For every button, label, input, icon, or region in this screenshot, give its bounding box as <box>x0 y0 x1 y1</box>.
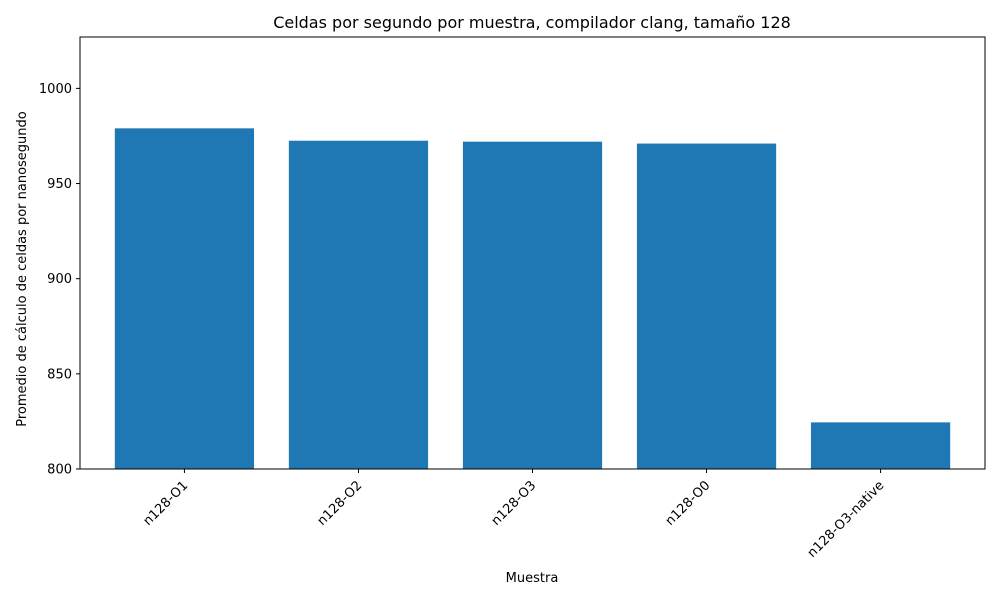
x-tick-label: n128-O1 <box>141 478 192 529</box>
x-axis-label: Muestra <box>506 571 559 586</box>
bar-n128-O2 <box>288 140 429 469</box>
y-tick-label: 850 <box>47 367 72 382</box>
bar-n128-O0 <box>636 143 777 469</box>
y-tick-label: 800 <box>47 463 72 478</box>
x-tick-label: n128-O2 <box>315 478 366 529</box>
x-tick-label: n128-O3-native <box>805 478 888 561</box>
x-tick-label: n128-O0 <box>663 478 714 529</box>
y-tick-label: 900 <box>47 272 72 287</box>
bar-n128-O3-native <box>810 422 951 469</box>
y-tick-label: 1000 <box>39 82 72 97</box>
y-axis-label: Promedio de cálculo de celdas por nanose… <box>15 111 30 427</box>
y-tick-label: 950 <box>47 177 72 192</box>
bars-layer <box>114 128 951 469</box>
bar-n128-O3 <box>462 141 603 469</box>
x-tick-label: n128-O3 <box>489 478 540 529</box>
chart-title: Celdas por segundo por muestra, compilad… <box>273 13 791 32</box>
bar-n128-O1 <box>114 128 255 469</box>
